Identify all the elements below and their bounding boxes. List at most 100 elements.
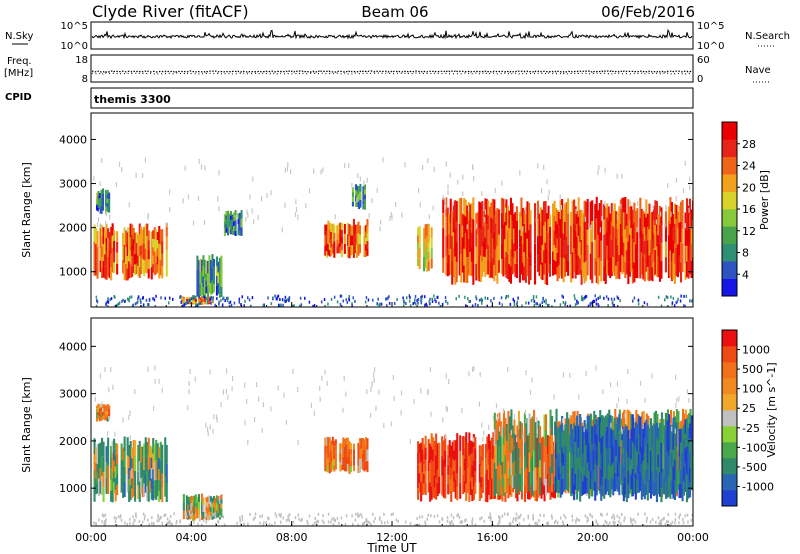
echo-cell: [212, 259, 215, 268]
echo-cell: [427, 252, 430, 262]
echo-cell: [538, 234, 541, 256]
colorbar-frame: [721, 329, 738, 507]
echo-scatter: [645, 519, 648, 523]
echo-cell: [626, 409, 629, 437]
nsky-label: N.Sky: [5, 31, 33, 42]
echo-cell: [427, 223, 430, 234]
echo-cell: [684, 463, 687, 478]
echo-cell: [649, 239, 652, 253]
echo-cell: [426, 259, 429, 272]
echo-cell: [227, 219, 230, 228]
echo-cell: [203, 286, 206, 296]
echo-scatter: [446, 407, 448, 412]
echo-cell: [570, 254, 573, 269]
echo-scatter: [245, 216, 247, 222]
echo-cell: [652, 423, 655, 439]
echo-cell: [111, 260, 114, 273]
echo-cell: [646, 481, 649, 501]
echo-cell: [525, 442, 528, 468]
echo-cell: [573, 248, 576, 273]
echo-cell: [99, 412, 102, 417]
echo-cell: [513, 447, 516, 462]
echo-scatter: [607, 297, 610, 301]
echo-cell: [427, 481, 430, 493]
echo-cell: [571, 200, 574, 227]
echo-cell: [684, 229, 687, 247]
echo-scatter: [147, 366, 149, 372]
echo-cell: [636, 208, 639, 232]
echo-cell: [424, 483, 427, 496]
echo-cell: [108, 192, 111, 200]
echo-cell: [648, 203, 651, 230]
echo-scatter: [457, 179, 459, 185]
echo-cell: [530, 445, 533, 459]
echo-cell: [513, 461, 516, 476]
echo-scatter: [133, 518, 135, 522]
echo-scatter: [203, 220, 206, 225]
echo-cell: [333, 447, 336, 454]
echo-cell: [589, 413, 592, 433]
echo-scatter: [142, 512, 145, 516]
echo-cell: [132, 261, 135, 273]
echo-cell: [352, 231, 355, 245]
echo-cell: [559, 219, 562, 238]
echo-cell: [432, 461, 435, 474]
echo-cell: [153, 227, 156, 240]
echo-cell: [356, 201, 359, 207]
echo-cell: [628, 262, 631, 277]
echo-cell: [469, 440, 472, 455]
echo-cell: [598, 417, 601, 442]
echo-scatter: [493, 296, 495, 300]
echo-scatter: [105, 211, 107, 217]
echo-cell: [445, 255, 448, 276]
echo-cell: [591, 200, 594, 221]
echo-cell: [459, 451, 462, 468]
echo-cell: [607, 433, 610, 450]
echo-cell: [631, 441, 634, 469]
echo-scatter: [659, 522, 662, 526]
echo-cell: [339, 462, 342, 472]
echo-cell: [681, 428, 684, 453]
echo-scatter: [446, 301, 449, 305]
echo-cell: [102, 408, 105, 412]
echo-cell: [478, 463, 481, 483]
echo-scatter: [132, 304, 134, 307]
echo-scatter: [391, 214, 393, 220]
echo-cell: [458, 198, 461, 224]
echo-cell: [555, 247, 558, 262]
echo-cell: [196, 282, 199, 297]
echo-cell: [612, 446, 615, 463]
echo-cell: [472, 262, 475, 285]
echo-cell: [652, 481, 655, 497]
echo-scatter: [400, 410, 402, 416]
echo-cell: [549, 466, 552, 486]
echo-cell: [591, 262, 594, 284]
echo-cell: [627, 199, 630, 221]
echo-scatter: [560, 205, 562, 210]
echo-scatter: [132, 522, 134, 526]
echo-cell: [640, 446, 643, 465]
echo-scatter: [417, 297, 420, 301]
echo-cell: [97, 415, 100, 420]
echo-scatter: [533, 303, 536, 307]
echo-scatter: [192, 220, 195, 226]
echo-scatter: [505, 296, 507, 300]
echo-scatter: [690, 518, 693, 522]
echo-scatter: [312, 304, 314, 307]
echo-cell: [610, 429, 613, 442]
echo-cell: [147, 485, 150, 502]
echo-cell: [196, 502, 199, 508]
echo-cell: [531, 436, 534, 457]
echo-cell: [218, 284, 221, 298]
echo-cell: [576, 249, 579, 263]
echo-cell: [101, 246, 104, 257]
echo-cell: [619, 247, 622, 272]
cpid-strip-frame: [90, 87, 694, 109]
echo-cell: [555, 408, 558, 437]
echo-cell: [658, 224, 661, 244]
echo-cell: [673, 263, 676, 284]
echo-scatter: [348, 295, 350, 298]
echo-cell: [559, 449, 562, 474]
echo-cell: [686, 245, 689, 262]
echo-cell: [540, 236, 543, 251]
